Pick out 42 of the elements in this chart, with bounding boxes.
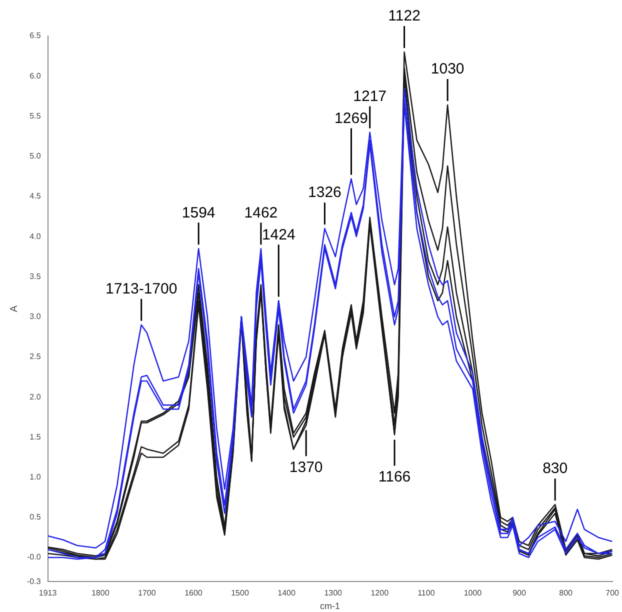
annotation: 1217 (353, 88, 387, 105)
annotation: 1594 (182, 204, 216, 222)
y-tick-label: -0.3 (26, 576, 42, 586)
annotation: 1030 (430, 60, 464, 78)
annotation: 1370 (289, 458, 323, 476)
y-tick-label: 6.0 (30, 71, 42, 80)
y-tick-label: 5.0 (30, 152, 42, 161)
x-tick-label: 1000 (464, 588, 482, 598)
x-tick-label: 1100 (418, 588, 436, 598)
x-tick-label: 700 (606, 588, 620, 598)
x-tick-label: 1800 (91, 588, 110, 598)
y-tick-label: 4.0 (30, 232, 42, 241)
y-tick-label: -0.0 (26, 552, 42, 562)
y-tick-label: 3.0 (30, 312, 42, 322)
annotation: 1326 (308, 184, 342, 202)
x-tick-label: 1700 (138, 588, 156, 598)
x-tick-label: 1600 (184, 588, 203, 598)
x-tick-label: 1500 (231, 588, 250, 598)
annotation: 1462 (244, 204, 278, 222)
x-tick-label: 1300 (324, 588, 343, 598)
x-tick-label: 900 (512, 588, 526, 598)
y-tick-label: 4.5 (30, 192, 42, 201)
annotation: 1424 (262, 226, 296, 244)
x-tick-label: 1200 (370, 588, 390, 598)
y-tick-label: 6.5 (30, 31, 42, 40)
annotation: 1122 (388, 8, 420, 25)
x-tick-label: 1913 (38, 588, 58, 598)
y-tick-label: 1.0 (30, 472, 42, 482)
x-tick-label: 800 (559, 588, 574, 598)
y-tick-label: 3.5 (30, 272, 42, 281)
y-tick-label: 2.0 (30, 392, 42, 402)
y-tick-label: 0.5 (30, 512, 42, 522)
annotation: 1713-1700 (105, 280, 178, 298)
annotation: 1166 (378, 468, 411, 486)
annotation: 830 (542, 460, 568, 478)
y-tick-label: 1.5 (30, 432, 42, 442)
y-tick-label: 5.5 (30, 111, 42, 120)
x-axis-title: cm-1 (320, 601, 340, 612)
annotation: 1269 (334, 110, 368, 127)
y-axis-title: A (8, 305, 20, 312)
y-tick-label: 2.5 (30, 352, 42, 362)
x-tick-label: 1400 (278, 588, 296, 598)
